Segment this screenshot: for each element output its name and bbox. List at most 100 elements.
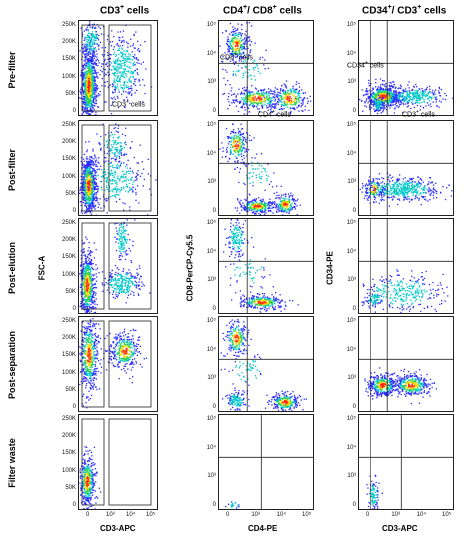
cd3apc-axis-label-2: CD3-APC (382, 524, 418, 533)
y-tick-label: 0 (72, 502, 76, 508)
y-tick-label: 10⁵ (346, 416, 356, 422)
y-tick-label: 10³ (347, 473, 356, 480)
x-tick-label: 10⁴ (126, 512, 136, 518)
y-tick-label: 10³ (347, 375, 356, 382)
plot-cd34-row-2 (358, 120, 454, 216)
column-title-cd4-cd8: CD4+/ CD8+ cells (223, 4, 302, 17)
gate-label-cd8-prefilter: CD8+ cells (220, 52, 253, 62)
y-tick-label: 100K (61, 369, 76, 376)
density-dots-fsc-3 (79, 219, 152, 313)
cd34-axis-label: CD34-PE (325, 251, 335, 285)
density-dots-cd48-1 (219, 21, 313, 115)
density-dots-cd48-2 (219, 121, 313, 215)
plot-fsc-row-4 (78, 316, 158, 412)
y-tick-label: 0 (352, 208, 356, 214)
row-label-pre-filter: Pre-filter (7, 51, 17, 89)
y-tick-label: 10⁴ (206, 150, 216, 157)
y-tick-label: 150K (61, 156, 76, 163)
density-dots-cd48-3 (219, 219, 313, 313)
y-tick-label: 10⁴ (346, 346, 356, 353)
y-tick-label: 10⁵ (206, 220, 216, 226)
y-tick-label: 10³ (207, 473, 216, 480)
y-tick-label: 10⁴ (346, 248, 356, 255)
y-tick-label: 10⁴ (346, 50, 356, 57)
column-title-cd3: CD3+ cells (100, 4, 150, 17)
y-tick-label: 200K (61, 433, 76, 440)
y-tick-label: 0 (352, 404, 356, 410)
y-tick-label: 10³ (207, 79, 216, 86)
density-dots-cd34-1 (359, 21, 453, 115)
y-tick-label: 150K (61, 352, 76, 359)
plot-cd34-row-5 (358, 414, 454, 510)
density-dots-fsc-5 (79, 418, 152, 509)
density-dots-cd34-5 (359, 415, 453, 509)
y-tick-label: 150K (61, 450, 76, 457)
x-tick-label: 10⁴ (416, 512, 426, 518)
plot-cd48-row-4 (218, 316, 314, 412)
y-tick-label: 0 (72, 306, 76, 312)
cd4pe-axis-label: CD4-PE (248, 524, 278, 533)
x-tick-label: 10³ (106, 512, 115, 518)
y-tick-label: 150K (61, 254, 76, 261)
y-tick-label: 50K (65, 90, 76, 97)
x-tick-label: 0 (86, 512, 90, 518)
plot-cd34-row-1 (358, 20, 454, 116)
density-dots-fsc-1 (79, 21, 153, 115)
y-tick-label: 200K (61, 237, 76, 244)
y-tick-label: 10⁵ (206, 318, 216, 324)
y-tick-label: 10⁴ (346, 150, 356, 157)
y-tick-label: 200K (61, 139, 76, 146)
row-label-post-separation: Post-separation (7, 330, 17, 400)
y-tick-label: 10⁵ (206, 22, 216, 28)
gate-label-cd3b-prefilter: CD3+ cells (402, 109, 435, 119)
y-tick-label: 50K (65, 484, 76, 491)
fsc-axis-label: FSC-A (37, 255, 47, 281)
y-tick-label: 10⁵ (206, 122, 216, 128)
y-tick-label: 0 (212, 306, 216, 312)
x-tick-label: 0 (366, 512, 370, 518)
y-tick-label: 200K (61, 39, 76, 46)
y-tick-label: 50K (65, 386, 76, 393)
y-tick-label: 10³ (347, 179, 356, 186)
y-tick-label: 0 (352, 108, 356, 114)
x-tick-label: 0 (226, 512, 230, 518)
cd8-axis-label: CD8-PerCP-Cy5.5 (185, 234, 195, 302)
y-tick-label: 10⁵ (206, 416, 216, 422)
plot-cd34-row-4 (358, 316, 454, 412)
y-tick-label: 0 (212, 108, 216, 114)
plot-cd48-row-3 (218, 218, 314, 314)
y-tick-label: 10⁵ (346, 220, 356, 226)
density-dots-cd34-3 (359, 219, 453, 313)
y-tick-label: 10³ (207, 179, 216, 186)
y-tick-label: 100K (61, 173, 76, 180)
y-tick-label: 100K (61, 467, 76, 474)
row-label-post-elution: Post-elution (7, 242, 17, 294)
y-tick-label: 100K (61, 73, 76, 80)
y-tick-label: 10⁵ (346, 318, 356, 324)
x-tick-label: 10³ (251, 512, 260, 518)
y-tick-label: 10⁴ (206, 50, 216, 57)
y-tick-label: 50K (65, 190, 76, 197)
y-tick-label: 0 (72, 108, 76, 114)
y-tick-label: 0 (72, 208, 76, 214)
density-dots-fsc-4 (79, 318, 152, 409)
y-tick-label: 200K (61, 335, 76, 342)
x-tick-label: 10⁴ (276, 512, 286, 518)
y-tick-label: 10³ (347, 79, 356, 86)
cd3apc-axis-label-1: CD3-APC (100, 524, 136, 533)
density-dots-fsc-2 (79, 123, 157, 215)
plot-cd34-row-3 (358, 218, 454, 314)
plot-cd48-row-1 (218, 20, 314, 116)
plot-fsc-row-2 (78, 120, 158, 216)
y-tick-label: 10⁴ (346, 444, 356, 451)
y-tick-label: 10⁵ (346, 122, 356, 128)
density-dots-cd48-4 (219, 317, 313, 411)
column-title-cd34-cd3: CD34+/ CD3+ cells (362, 4, 447, 17)
y-tick-label: 10⁵ (346, 22, 356, 28)
gate-label-cd3-prefilter: CD3+ cells (112, 99, 145, 109)
density-dots-cd34-2 (359, 121, 453, 215)
y-tick-label: 10³ (207, 277, 216, 284)
row-label-post-filter: Post-filter (7, 148, 17, 192)
y-tick-label: 10³ (207, 375, 216, 382)
y-tick-label: 0 (212, 404, 216, 410)
